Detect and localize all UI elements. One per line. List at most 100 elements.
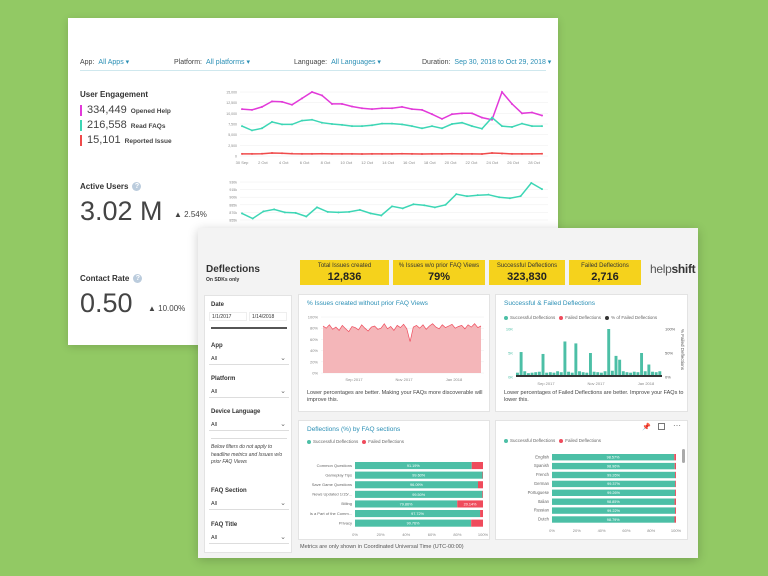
active-users-value: 3.02 M	[80, 196, 163, 226]
scrollbar[interactable]	[682, 449, 685, 463]
category-label: English	[535, 454, 549, 459]
filter-label: Duration:	[422, 59, 451, 66]
platform-filter[interactable]: Platform: All platforms ▾	[174, 58, 250, 66]
bar-successful	[592, 371, 596, 377]
bar-successful	[647, 364, 651, 377]
data-point	[521, 112, 523, 115]
data-point	[321, 152, 323, 155]
data-point	[369, 212, 372, 215]
data-point	[241, 108, 243, 111]
data-point	[380, 214, 383, 217]
bar-successful	[552, 372, 556, 377]
data-point	[326, 210, 329, 213]
data-point	[461, 112, 463, 115]
faq-section-label: FAQ Section	[211, 488, 247, 494]
data-point	[421, 152, 423, 155]
data-point	[433, 206, 436, 209]
bar-value-label: 99.26%	[607, 491, 621, 495]
category-label: Save Game Questions	[312, 482, 352, 487]
bar-successful	[559, 372, 563, 377]
y-tick-label: 2,500	[228, 144, 237, 148]
x-tick-label: 2 Oct	[258, 160, 268, 165]
data-point	[511, 102, 513, 105]
faq-section-select[interactable]: All ⌄	[209, 499, 289, 510]
x-tick-label: Jan 2018	[638, 381, 655, 386]
x-tick-label: 60%	[428, 532, 436, 537]
bar-successful	[530, 372, 534, 377]
app-select[interactable]: All ⌄	[209, 354, 289, 365]
data-point	[301, 152, 303, 155]
kpi-value: 79%	[427, 271, 451, 283]
data-point	[481, 116, 483, 119]
engagement-chart: 15,000 12,500 10,000 7,500 5,000 2,500 030 Sep…	[226, 91, 548, 165]
help-icon[interactable]: ?	[133, 274, 143, 284]
device-language-select[interactable]: All ⌄	[209, 420, 289, 431]
app-dropdown[interactable]: All Apps ▾	[98, 59, 130, 66]
platform-label: Platform	[211, 376, 236, 382]
bar-successful	[654, 372, 658, 377]
page-title: Deflections	[206, 264, 260, 275]
bar-failed	[675, 507, 676, 514]
date-range-slider[interactable]	[211, 327, 287, 329]
platform-dropdown[interactable]: All platforms ▾	[206, 59, 250, 66]
duration-dropdown[interactable]: Sep 30, 2018 to Oct 29, 2018 ▾	[454, 59, 552, 66]
data-point	[411, 152, 413, 155]
help-icon[interactable]: ?	[132, 182, 142, 192]
data-point	[451, 113, 453, 116]
x-tick-label: 16 Oct	[403, 160, 416, 165]
data-point	[541, 152, 543, 155]
category-label: Billing	[341, 501, 352, 506]
bar-successful	[552, 489, 676, 496]
more-options-icon[interactable]: ⋯	[673, 421, 681, 430]
legend-item: Successful Deflections	[313, 439, 359, 444]
data-point	[421, 108, 423, 111]
panel-title: Deflections (%) by FAQ sections	[307, 426, 401, 433]
data-point	[271, 100, 273, 103]
bar-successful	[545, 372, 549, 377]
active-users-chart: 930k 915k 900k 885k 870k 855k	[229, 181, 548, 223]
bar-successful	[603, 371, 607, 377]
bar-successful	[355, 471, 483, 479]
date-from-input[interactable]: 1/1/2017	[209, 312, 247, 321]
filter-note: Below filters do not apply to headline m…	[211, 444, 283, 465]
data-point	[301, 97, 303, 100]
platform-select[interactable]: All ⌄	[209, 387, 289, 398]
x-tick-label: 14 Oct	[382, 160, 395, 165]
data-point	[361, 107, 363, 110]
panel-title: % Issues created without prior FAQ Views	[307, 300, 428, 307]
language-dropdown[interactable]: All Languages ▾	[331, 59, 381, 66]
x-tick-label: 100%	[478, 532, 489, 537]
data-point	[321, 94, 323, 97]
duration-filter[interactable]: Duration: Sep 30, 2018 to Oct 29, 2018 ▾	[422, 58, 551, 66]
language-filter[interactable]: Language: All Languages ▾	[294, 58, 381, 66]
legend-item: % of Failed Deflections	[611, 315, 658, 320]
select-value: All	[211, 501, 218, 507]
data-point	[251, 152, 253, 155]
data-point	[381, 107, 383, 110]
date-to-input[interactable]: 1/14/2018	[249, 312, 287, 321]
focus-mode-icon[interactable]	[658, 423, 665, 430]
faq-title-select[interactable]: All ⌄	[209, 533, 289, 544]
data-point	[441, 152, 443, 155]
bar-value-label: 99.26%	[607, 473, 621, 477]
y-tick-label: 60%	[310, 337, 318, 342]
data-point	[471, 112, 473, 115]
faq-sections-chart: Common Questions 91.19% Gameplay Tips 99.60…	[310, 462, 489, 537]
bar-value-label: 99.22%	[607, 509, 621, 513]
bar-successful	[552, 498, 675, 505]
data-point	[261, 127, 263, 130]
y-tick-label: 915k	[229, 188, 237, 192]
pin-icon[interactable]: 📌	[642, 424, 651, 431]
bar-failed	[675, 489, 676, 496]
data-point	[391, 152, 393, 155]
y-tick-label: 10K	[506, 327, 513, 332]
kpi-label: % Issues w/o prior FAQ Views	[398, 263, 480, 269]
kpi-successful-deflections: Successful Deflections 323,830	[489, 260, 565, 285]
y-tick-label: 870k	[229, 211, 237, 215]
y-tick-label: 80%	[310, 326, 318, 331]
series-line-series	[241, 182, 543, 220]
data-point	[261, 152, 263, 155]
app-filter[interactable]: App: All Apps ▾	[80, 58, 129, 66]
contact-rate-title: Contact Rate?	[80, 274, 143, 284]
bar-failed	[471, 462, 483, 470]
